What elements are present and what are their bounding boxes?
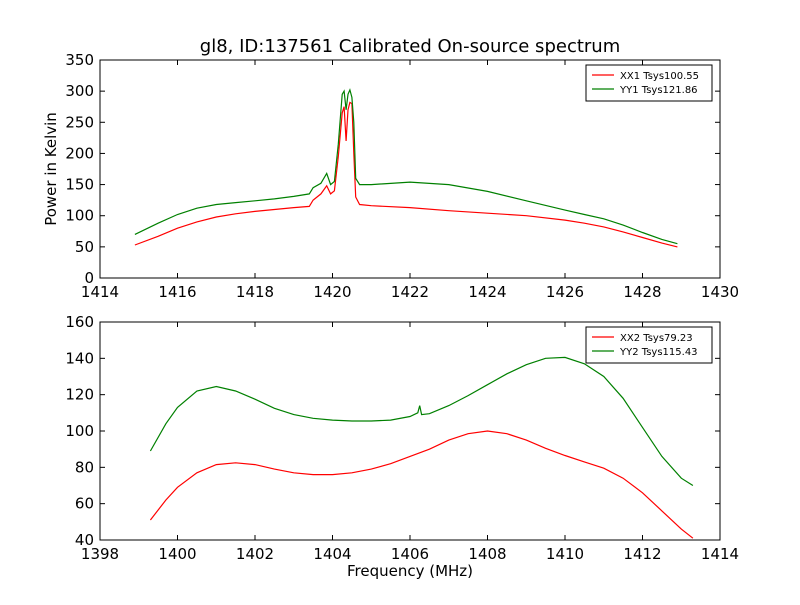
x-tick-label: 1428 [623,283,661,301]
series-line-1-2 [134,88,678,245]
legend-box [585,64,713,102]
legend-label: YY1 Tsys121.86 [619,85,698,96]
y-tick-label: 160 [65,313,94,331]
y-tick-label: 150 [65,176,94,194]
x-tick-label: 1398 [81,545,119,563]
y-tick-label: 100 [65,207,94,225]
y-tick-label: 300 [65,82,94,100]
y-tick-label: 0 [84,269,94,287]
legend-2: XX2 Tsys79.23 YY2 Tsys115.43 [585,326,713,364]
x-tick-label: 1408 [468,545,506,563]
x-tick-label: 1426 [546,283,584,301]
legend-label: XX1 Tsys100.55 [620,71,699,82]
y-tick-label: 120 [65,386,94,404]
panel-2: 1398 1400 1402 1404 1406 1408 1410 1412 1414 40 60… [65,313,739,563]
x-tick-label: 1404 [313,545,351,563]
y-tick-label: 60 [75,495,94,513]
x-tick-label: 1414 [701,545,739,563]
y-tick-label: 200 [65,144,94,162]
y-tick-label: 350 [65,51,94,69]
legend-1: XX1 Tsys100.55 YY1 Tsys121.86 [585,64,713,102]
chart-panels: 1414 1416 1418 1420 1422 1424 1426 1428 1430 0 50 1… [65,51,739,563]
x-tick-label: 1424 [468,283,506,301]
series-line-2-2 [149,356,694,487]
legend-label: XX2 Tsys79.23 [620,333,693,344]
x-tick-label: 1414 [81,283,119,301]
x-tick-label: 1412 [623,545,661,563]
figure-title: gl8, ID:137561 Calibrated On-source spec… [200,36,620,57]
x-tick-label: 1400 [158,545,196,563]
panel-1: 1414 1416 1418 1420 1422 1424 1426 1428 1430 0 50 1… [65,51,739,301]
y-tick-label: 50 [75,238,94,256]
x-tick-label: 1402 [236,545,274,563]
y-tick-label: 40 [75,531,94,549]
x-tick-label: 1430 [701,283,739,301]
x-tick-label: 1406 [391,545,429,563]
y-tick-label: 80 [75,458,94,476]
x-axis-label: Frequency (MHz) [347,562,473,580]
y-axis-label: Power in Kelvin [42,112,60,226]
x-tick-label: 1418 [236,283,274,301]
y-tick-label: 250 [65,113,94,131]
legend-box [585,326,713,364]
series-line-2-1 [149,430,694,539]
series-line-1-1 [134,101,678,248]
legend-label: YY2 Tsys115.43 [619,347,698,358]
x-tick-label: 1410 [546,545,584,563]
y-tick-label: 100 [65,422,94,440]
x-tick-label: 1420 [313,283,351,301]
x-tick-label: 1416 [158,283,196,301]
y-tick-label: 140 [65,349,94,367]
x-tick-label: 1422 [391,283,429,301]
